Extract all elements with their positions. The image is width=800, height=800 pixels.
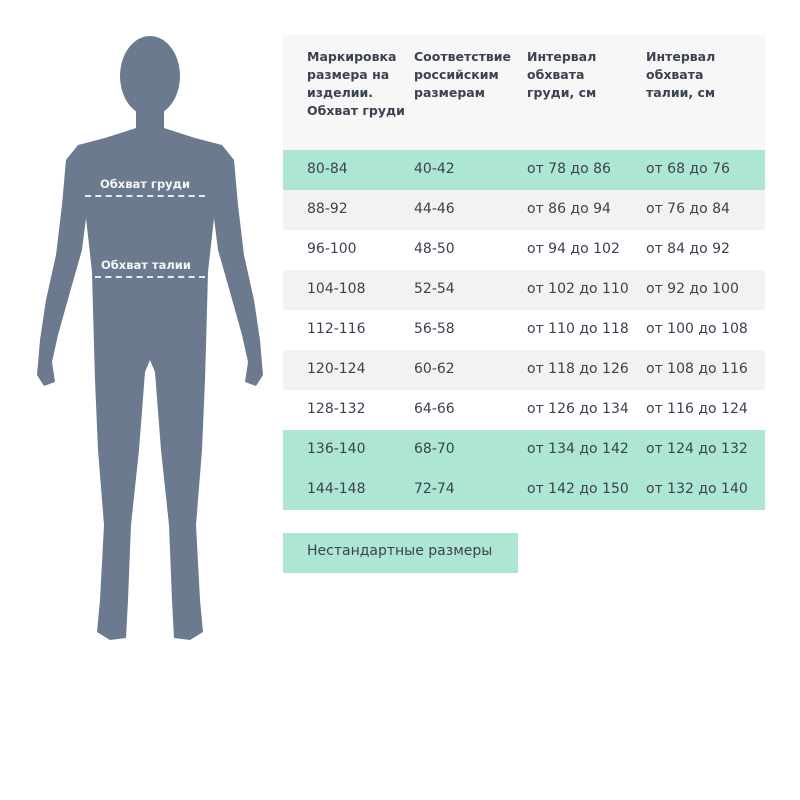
body-silhouette: [37, 36, 263, 640]
cell-russian-size: 52-54: [414, 281, 455, 297]
cell-size-marking: 80-84: [307, 161, 348, 177]
waist-line: [95, 276, 205, 278]
cell-russian-size: 40-42: [414, 161, 455, 177]
cell-waist-interval: от 132 до 140: [646, 481, 748, 497]
cell-chest-interval: от 110 до 118: [527, 321, 629, 337]
size-table: Маркировка размера на изделии. Обхват гр…: [283, 35, 765, 510]
cell-waist-interval: от 76 до 84: [646, 201, 730, 217]
cell-waist-interval: от 124 до 132: [646, 441, 748, 457]
cell-size-marking: 120-124: [307, 361, 366, 377]
cell-russian-size: 60-62: [414, 361, 455, 377]
cell-waist-interval: от 116 до 124: [646, 401, 748, 417]
chest-label: Обхват груди: [100, 177, 191, 191]
table-row: 120-124 60-62 от 118 до 126 от 108 до 116: [283, 350, 765, 390]
cell-chest-interval: от 126 до 134: [527, 401, 629, 417]
header-russian-size: Соответствие российским размерам: [414, 49, 512, 100]
cell-russian-size: 56-58: [414, 321, 455, 337]
cell-chest-interval: от 118 до 126: [527, 361, 629, 377]
cell-chest-interval: от 142 до 150: [527, 481, 629, 497]
table-row: 80-84 40-42 от 78 до 86 от 68 до 76: [283, 150, 765, 190]
cell-size-marking: 112-116: [307, 321, 366, 337]
cell-russian-size: 64-66: [414, 401, 455, 417]
cell-size-marking: 88-92: [307, 201, 348, 217]
cell-size-marking: 136-140: [307, 441, 366, 457]
waist-label: Обхват талии: [101, 258, 191, 272]
header-chest-interval: Интервал обхвата груди, см: [527, 49, 597, 100]
cell-chest-interval: от 86 до 94: [527, 201, 611, 217]
table-row: 128-132 64-66 от 126 до 134 от 116 до 124: [283, 390, 765, 430]
table-row: 88-92 44-46 от 86 до 94 от 76 до 84: [283, 190, 765, 230]
cell-russian-size: 68-70: [414, 441, 455, 457]
body-silhouette-figure: Обхват груди Обхват талии: [0, 0, 300, 700]
cell-waist-interval: от 108 до 116: [646, 361, 748, 377]
cell-chest-interval: от 78 до 86: [527, 161, 611, 177]
chest-line: [85, 195, 205, 197]
table-header: Маркировка размера на изделии. Обхват гр…: [283, 35, 765, 150]
cell-waist-interval: от 84 до 92: [646, 241, 730, 257]
cell-size-marking: 144-148: [307, 481, 366, 497]
cell-chest-interval: от 102 до 110: [527, 281, 629, 297]
table-row: 144-148 72-74 от 142 до 150 от 132 до 140: [283, 470, 765, 510]
table-row: 136-140 68-70 от 134 до 142 от 124 до 132: [283, 430, 765, 470]
cell-waist-interval: от 68 до 76: [646, 161, 730, 177]
cell-russian-size: 72-74: [414, 481, 455, 497]
cell-russian-size: 44-46: [414, 201, 455, 217]
cell-chest-interval: от 94 до 102: [527, 241, 620, 257]
cell-size-marking: 104-108: [307, 281, 366, 297]
cell-waist-interval: от 100 до 108: [646, 321, 748, 337]
nonstandard-sizes-button[interactable]: Нестандартные размеры: [283, 533, 518, 573]
table-row: 104-108 52-54 от 102 до 110 от 92 до 100: [283, 270, 765, 310]
header-size-marking: Маркировка размера на изделии. Обхват гр…: [307, 49, 405, 118]
cell-size-marking: 96-100: [307, 241, 357, 257]
header-waist-interval: Интервал обхвата талии, см: [646, 49, 716, 100]
cell-russian-size: 48-50: [414, 241, 455, 257]
cell-chest-interval: от 134 до 142: [527, 441, 629, 457]
table-row: 96-100 48-50 от 94 до 102 от 84 до 92: [283, 230, 765, 270]
cell-waist-interval: от 92 до 100: [646, 281, 739, 297]
table-row: 112-116 56-58 от 110 до 118 от 100 до 108: [283, 310, 765, 350]
cell-size-marking: 128-132: [307, 401, 366, 417]
